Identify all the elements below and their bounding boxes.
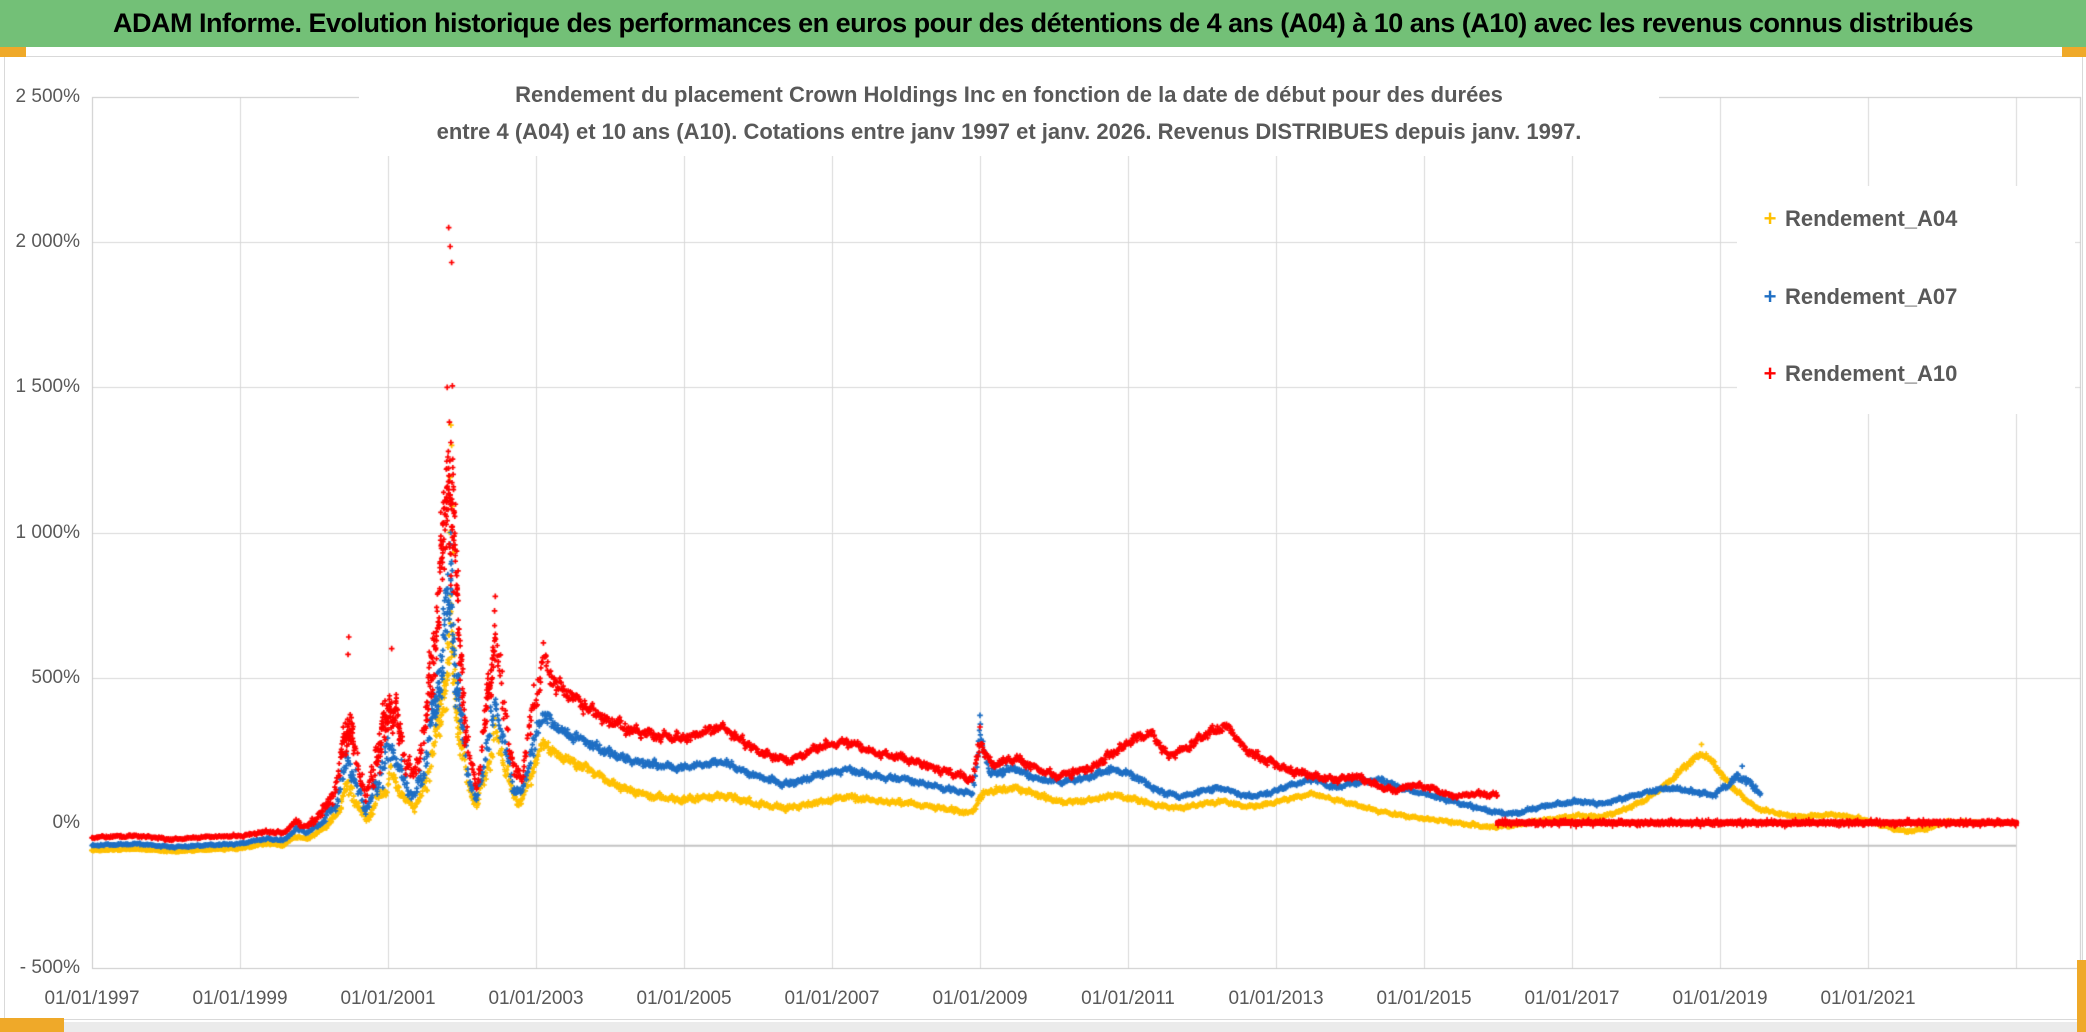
legend-label: Rendement_A10 <box>1785 361 1958 386</box>
legend-label: Rendement_A04 <box>1785 206 1958 231</box>
gold-accent-bottom-left <box>0 1018 64 1032</box>
chart-title-line1: Rendement du placement Crown Holdings In… <box>515 82 1503 107</box>
legend-item-rendement-a04[interactable]: + Rendement_A04 <box>1755 204 1958 234</box>
chart-title: Rendement du placement Crown Holdings In… <box>359 74 1659 156</box>
plus-marker-icon: + <box>1763 206 1777 231</box>
legend-item-rendement-a07[interactable]: + Rendement_A07 <box>1755 282 1958 312</box>
plus-marker-icon: + <box>1763 284 1777 309</box>
plus-marker-icon: + <box>1763 361 1777 386</box>
gold-accent-top-left <box>0 47 26 57</box>
page-header-bar: ADAM Informe. Evolution historique des p… <box>0 0 2086 47</box>
chart-title-line2: entre 4 (A04) et 10 ans (A10). Cotations… <box>436 119 1582 144</box>
legend-label: Rendement_A07 <box>1785 284 1958 309</box>
page-header-title: ADAM Informe. Evolution historique des p… <box>112 8 1974 38</box>
gold-accent-bottom-right <box>2077 960 2086 1032</box>
chart-legend[interactable]: + Rendement_A04 + Rendement_A07 + Rendem… <box>1737 186 2075 414</box>
legend-item-rendement-a10[interactable]: + Rendement_A10 <box>1755 359 1958 389</box>
bottom-edge-strip <box>0 1021 2086 1032</box>
gold-accent-top-right <box>2062 47 2086 57</box>
